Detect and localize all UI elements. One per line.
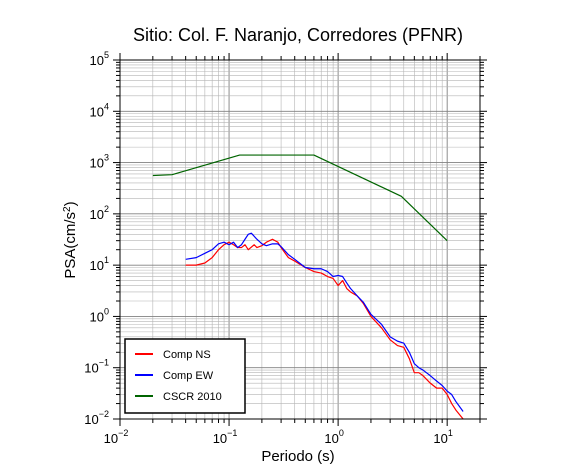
legend-label-1: Comp NS (163, 349, 211, 361)
y-tick-label: 100 (90, 306, 109, 324)
y-axis-title-base: PSA(cm/s (62, 212, 79, 279)
y-tick-label: 101 (90, 255, 109, 273)
y-tick-label: 10−2 (84, 409, 109, 427)
series-layer (152, 154, 464, 420)
chart-title: Sitio: Col. F. Naranjo, Corredores (PFNR… (133, 25, 463, 45)
x-tick-label: 100 (324, 428, 343, 446)
y-tick-label: 104 (90, 101, 109, 119)
y-tick-label: 102 (90, 204, 109, 222)
x-axis-title: Periodo (s) (261, 448, 334, 465)
x-tick-label: 10−1 (213, 428, 238, 446)
series-line-2 (185, 232, 464, 412)
y-tick-label: 105 (90, 50, 109, 68)
y-tick-label: 10−1 (84, 358, 109, 376)
x-tick-label: 10−2 (104, 428, 129, 446)
legend: Comp NS Comp EW CSCR 2010 (124, 338, 246, 414)
legend-items: Comp NS Comp EW CSCR 2010 (135, 349, 222, 403)
legend-label-3: CSCR 2010 (163, 391, 222, 403)
series-line-3 (152, 154, 448, 242)
x-tick-label: 101 (433, 428, 452, 446)
y-axis-title-close: ) (62, 201, 79, 206)
legend-label-2: Comp EW (163, 370, 214, 382)
plot-frame (119, 59, 481, 420)
y-tick-label: 103 (90, 153, 109, 171)
y-axis-title: PSA(cm/s2) (62, 201, 80, 278)
ticks: 10−2 10−1 100 101 10−2 10−1 100 101 102 103 104 105 (84, 50, 487, 446)
y-axis-title-sup: 2 (62, 206, 73, 212)
